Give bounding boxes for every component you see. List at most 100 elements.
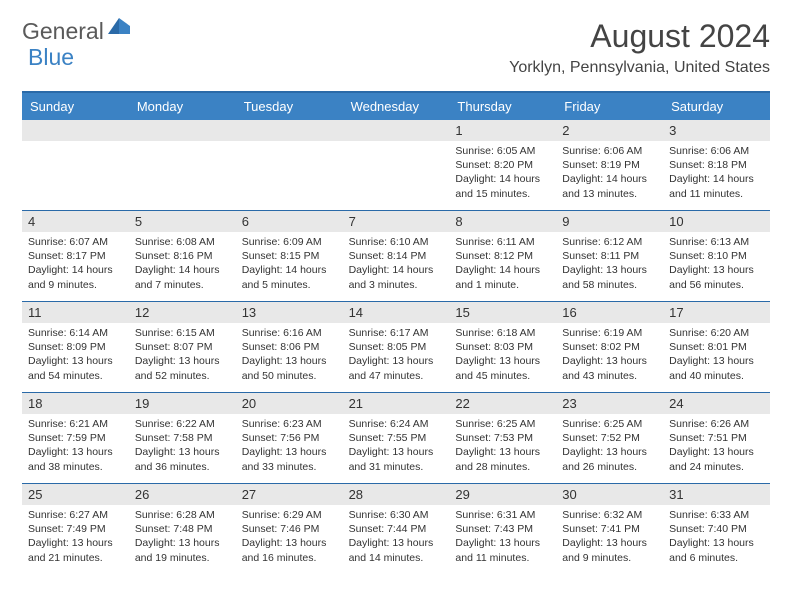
sunrise-text: Sunrise: 6:28 AM	[135, 508, 230, 522]
daylight-text: Daylight: 13 hours and 24 minutes.	[669, 445, 764, 473]
sunrise-text: Sunrise: 6:33 AM	[669, 508, 764, 522]
day-info: Sunrise: 6:29 AMSunset: 7:46 PMDaylight:…	[236, 505, 343, 571]
day-cell: 5 Sunrise: 6:08 AMSunset: 8:16 PMDaylight…	[129, 211, 236, 301]
sunset-text: Sunset: 8:16 PM	[135, 249, 230, 263]
day-cell: 31Sunrise: 6:33 AMSunset: 7:40 PMDayligh…	[663, 484, 770, 574]
day-header-monday: Monday	[129, 93, 236, 120]
day-cell: 24Sunrise: 6:26 AMSunset: 7:51 PMDayligh…	[663, 393, 770, 483]
day-number: 5	[129, 211, 236, 232]
day-cell: 7Sunrise: 6:10 AMSunset: 8:14 PMDaylight…	[343, 211, 450, 301]
sunset-text: Sunset: 7:49 PM	[28, 522, 123, 536]
day-number: 24	[663, 393, 770, 414]
day-info: Sunrise: 6:13 AMSunset: 8:10 PMDaylight:…	[663, 232, 770, 298]
logo: General	[22, 18, 132, 45]
week-row: 1Sunrise: 6:05 AMSunset: 8:20 PMDaylight…	[22, 120, 770, 210]
daylight-text: Daylight: 13 hours and 54 minutes.	[28, 354, 123, 382]
sunset-text: Sunset: 8:11 PM	[562, 249, 657, 263]
day-info: Sunrise: 6:31 AMSunset: 7:43 PMDaylight:…	[449, 505, 556, 571]
day-info: Sunrise: 6:32 AMSunset: 7:41 PMDaylight:…	[556, 505, 663, 571]
daylight-text: Daylight: 13 hours and 33 minutes.	[242, 445, 337, 473]
day-cell	[236, 120, 343, 210]
sunrise-text: Sunrise: 6:14 AM	[28, 326, 123, 340]
sunset-text: Sunset: 8:05 PM	[349, 340, 444, 354]
day-info: Sunrise: 6:27 AMSunset: 7:49 PMDaylight:…	[22, 505, 129, 571]
daylight-text: Daylight: 13 hours and 19 minutes.	[135, 536, 230, 564]
weeks-container: 1Sunrise: 6:05 AMSunset: 8:20 PMDaylight…	[22, 120, 770, 574]
day-info: Sunrise: 6:28 AMSunset: 7:48 PMDaylight:…	[129, 505, 236, 571]
sunrise-text: Sunrise: 6:07 AM	[28, 235, 123, 249]
daylight-text: Daylight: 14 hours and 9 minutes.	[28, 263, 123, 291]
day-number: 19	[129, 393, 236, 414]
sunrise-text: Sunrise: 6:10 AM	[349, 235, 444, 249]
day-number-empty	[129, 120, 236, 141]
sunset-text: Sunset: 7:41 PM	[562, 522, 657, 536]
sunset-text: Sunset: 8:18 PM	[669, 158, 764, 172]
daylight-text: Daylight: 13 hours and 56 minutes.	[669, 263, 764, 291]
sunset-text: Sunset: 7:56 PM	[242, 431, 337, 445]
day-number: 31	[663, 484, 770, 505]
sunrise-text: Sunrise: 6:24 AM	[349, 417, 444, 431]
sunrise-text: Sunrise: 6:08 AM	[135, 235, 230, 249]
sunrise-text: Sunrise: 6:27 AM	[28, 508, 123, 522]
daylight-text: Daylight: 13 hours and 45 minutes.	[455, 354, 550, 382]
sunset-text: Sunset: 8:07 PM	[135, 340, 230, 354]
day-number: 27	[236, 484, 343, 505]
day-info: Sunrise: 6:06 AMSunset: 8:19 PMDaylight:…	[556, 141, 663, 207]
day-cell: 13Sunrise: 6:16 AMSunset: 8:06 PMDayligh…	[236, 302, 343, 392]
day-info: Sunrise: 6:10 AMSunset: 8:14 PMDaylight:…	[343, 232, 450, 298]
day-number: 11	[22, 302, 129, 323]
daylight-text: Daylight: 13 hours and 16 minutes.	[242, 536, 337, 564]
sunrise-text: Sunrise: 6:16 AM	[242, 326, 337, 340]
sunrise-text: Sunrise: 6:32 AM	[562, 508, 657, 522]
day-cell	[22, 120, 129, 210]
sunrise-text: Sunrise: 6:19 AM	[562, 326, 657, 340]
day-number: 18	[22, 393, 129, 414]
day-cell	[343, 120, 450, 210]
day-info: Sunrise: 6:11 AMSunset: 8:12 PMDaylight:…	[449, 232, 556, 298]
day-cell	[129, 120, 236, 210]
day-cell: 11Sunrise: 6:14 AMSunset: 8:09 PMDayligh…	[22, 302, 129, 392]
day-cell: 27Sunrise: 6:29 AMSunset: 7:46 PMDayligh…	[236, 484, 343, 574]
day-info: Sunrise: 6:19 AMSunset: 8:02 PMDaylight:…	[556, 323, 663, 389]
sunrise-text: Sunrise: 6:09 AM	[242, 235, 337, 249]
daylight-text: Daylight: 13 hours and 47 minutes.	[349, 354, 444, 382]
sunrise-text: Sunrise: 6:15 AM	[135, 326, 230, 340]
daylight-text: Daylight: 14 hours and 15 minutes.	[455, 172, 550, 200]
day-cell: 25Sunrise: 6:27 AMSunset: 7:49 PMDayligh…	[22, 484, 129, 574]
sunrise-text: Sunrise: 6:06 AM	[669, 144, 764, 158]
day-cell: 6Sunrise: 6:09 AMSunset: 8:15 PMDaylight…	[236, 211, 343, 301]
daylight-text: Daylight: 13 hours and 9 minutes.	[562, 536, 657, 564]
day-info: Sunrise: 6:17 AMSunset: 8:05 PMDaylight:…	[343, 323, 450, 389]
day-cell: 10Sunrise: 6:13 AMSunset: 8:10 PMDayligh…	[663, 211, 770, 301]
day-info: Sunrise: 6:09 AMSunset: 8:15 PMDaylight:…	[236, 232, 343, 298]
day-info: Sunrise: 6:14 AMSunset: 8:09 PMDaylight:…	[22, 323, 129, 389]
daylight-text: Daylight: 13 hours and 40 minutes.	[669, 354, 764, 382]
day-number: 8	[449, 211, 556, 232]
day-cell: 16Sunrise: 6:19 AMSunset: 8:02 PMDayligh…	[556, 302, 663, 392]
location: Yorklyn, Pennsylvania, United States	[509, 59, 770, 77]
day-cell: 20Sunrise: 6:23 AMSunset: 7:56 PMDayligh…	[236, 393, 343, 483]
day-info: Sunrise: 6:15 AMSunset: 8:07 PMDaylight:…	[129, 323, 236, 389]
week-row: 11Sunrise: 6:14 AMSunset: 8:09 PMDayligh…	[22, 301, 770, 392]
daylight-text: Daylight: 14 hours and 7 minutes.	[135, 263, 230, 291]
day-cell: 8Sunrise: 6:11 AMSunset: 8:12 PMDaylight…	[449, 211, 556, 301]
sunset-text: Sunset: 7:53 PM	[455, 431, 550, 445]
day-number: 9	[556, 211, 663, 232]
sunset-text: Sunset: 8:01 PM	[669, 340, 764, 354]
sunset-text: Sunset: 7:43 PM	[455, 522, 550, 536]
day-header-friday: Friday	[556, 93, 663, 120]
daylight-text: Daylight: 14 hours and 3 minutes.	[349, 263, 444, 291]
sunrise-text: Sunrise: 6:23 AM	[242, 417, 337, 431]
daylight-text: Daylight: 13 hours and 50 minutes.	[242, 354, 337, 382]
day-info: Sunrise: 6:18 AMSunset: 8:03 PMDaylight:…	[449, 323, 556, 389]
day-number-empty	[22, 120, 129, 141]
sunset-text: Sunset: 8:20 PM	[455, 158, 550, 172]
day-cell: 22Sunrise: 6:25 AMSunset: 7:53 PMDayligh…	[449, 393, 556, 483]
day-cell: 26Sunrise: 6:28 AMSunset: 7:48 PMDayligh…	[129, 484, 236, 574]
sunrise-text: Sunrise: 6:13 AM	[669, 235, 764, 249]
day-info: Sunrise: 6:33 AMSunset: 7:40 PMDaylight:…	[663, 505, 770, 571]
daylight-text: Daylight: 13 hours and 43 minutes.	[562, 354, 657, 382]
day-info: Sunrise: 6:22 AMSunset: 7:58 PMDaylight:…	[129, 414, 236, 480]
week-row: 25Sunrise: 6:27 AMSunset: 7:49 PMDayligh…	[22, 483, 770, 574]
day-cell: 28Sunrise: 6:30 AMSunset: 7:44 PMDayligh…	[343, 484, 450, 574]
